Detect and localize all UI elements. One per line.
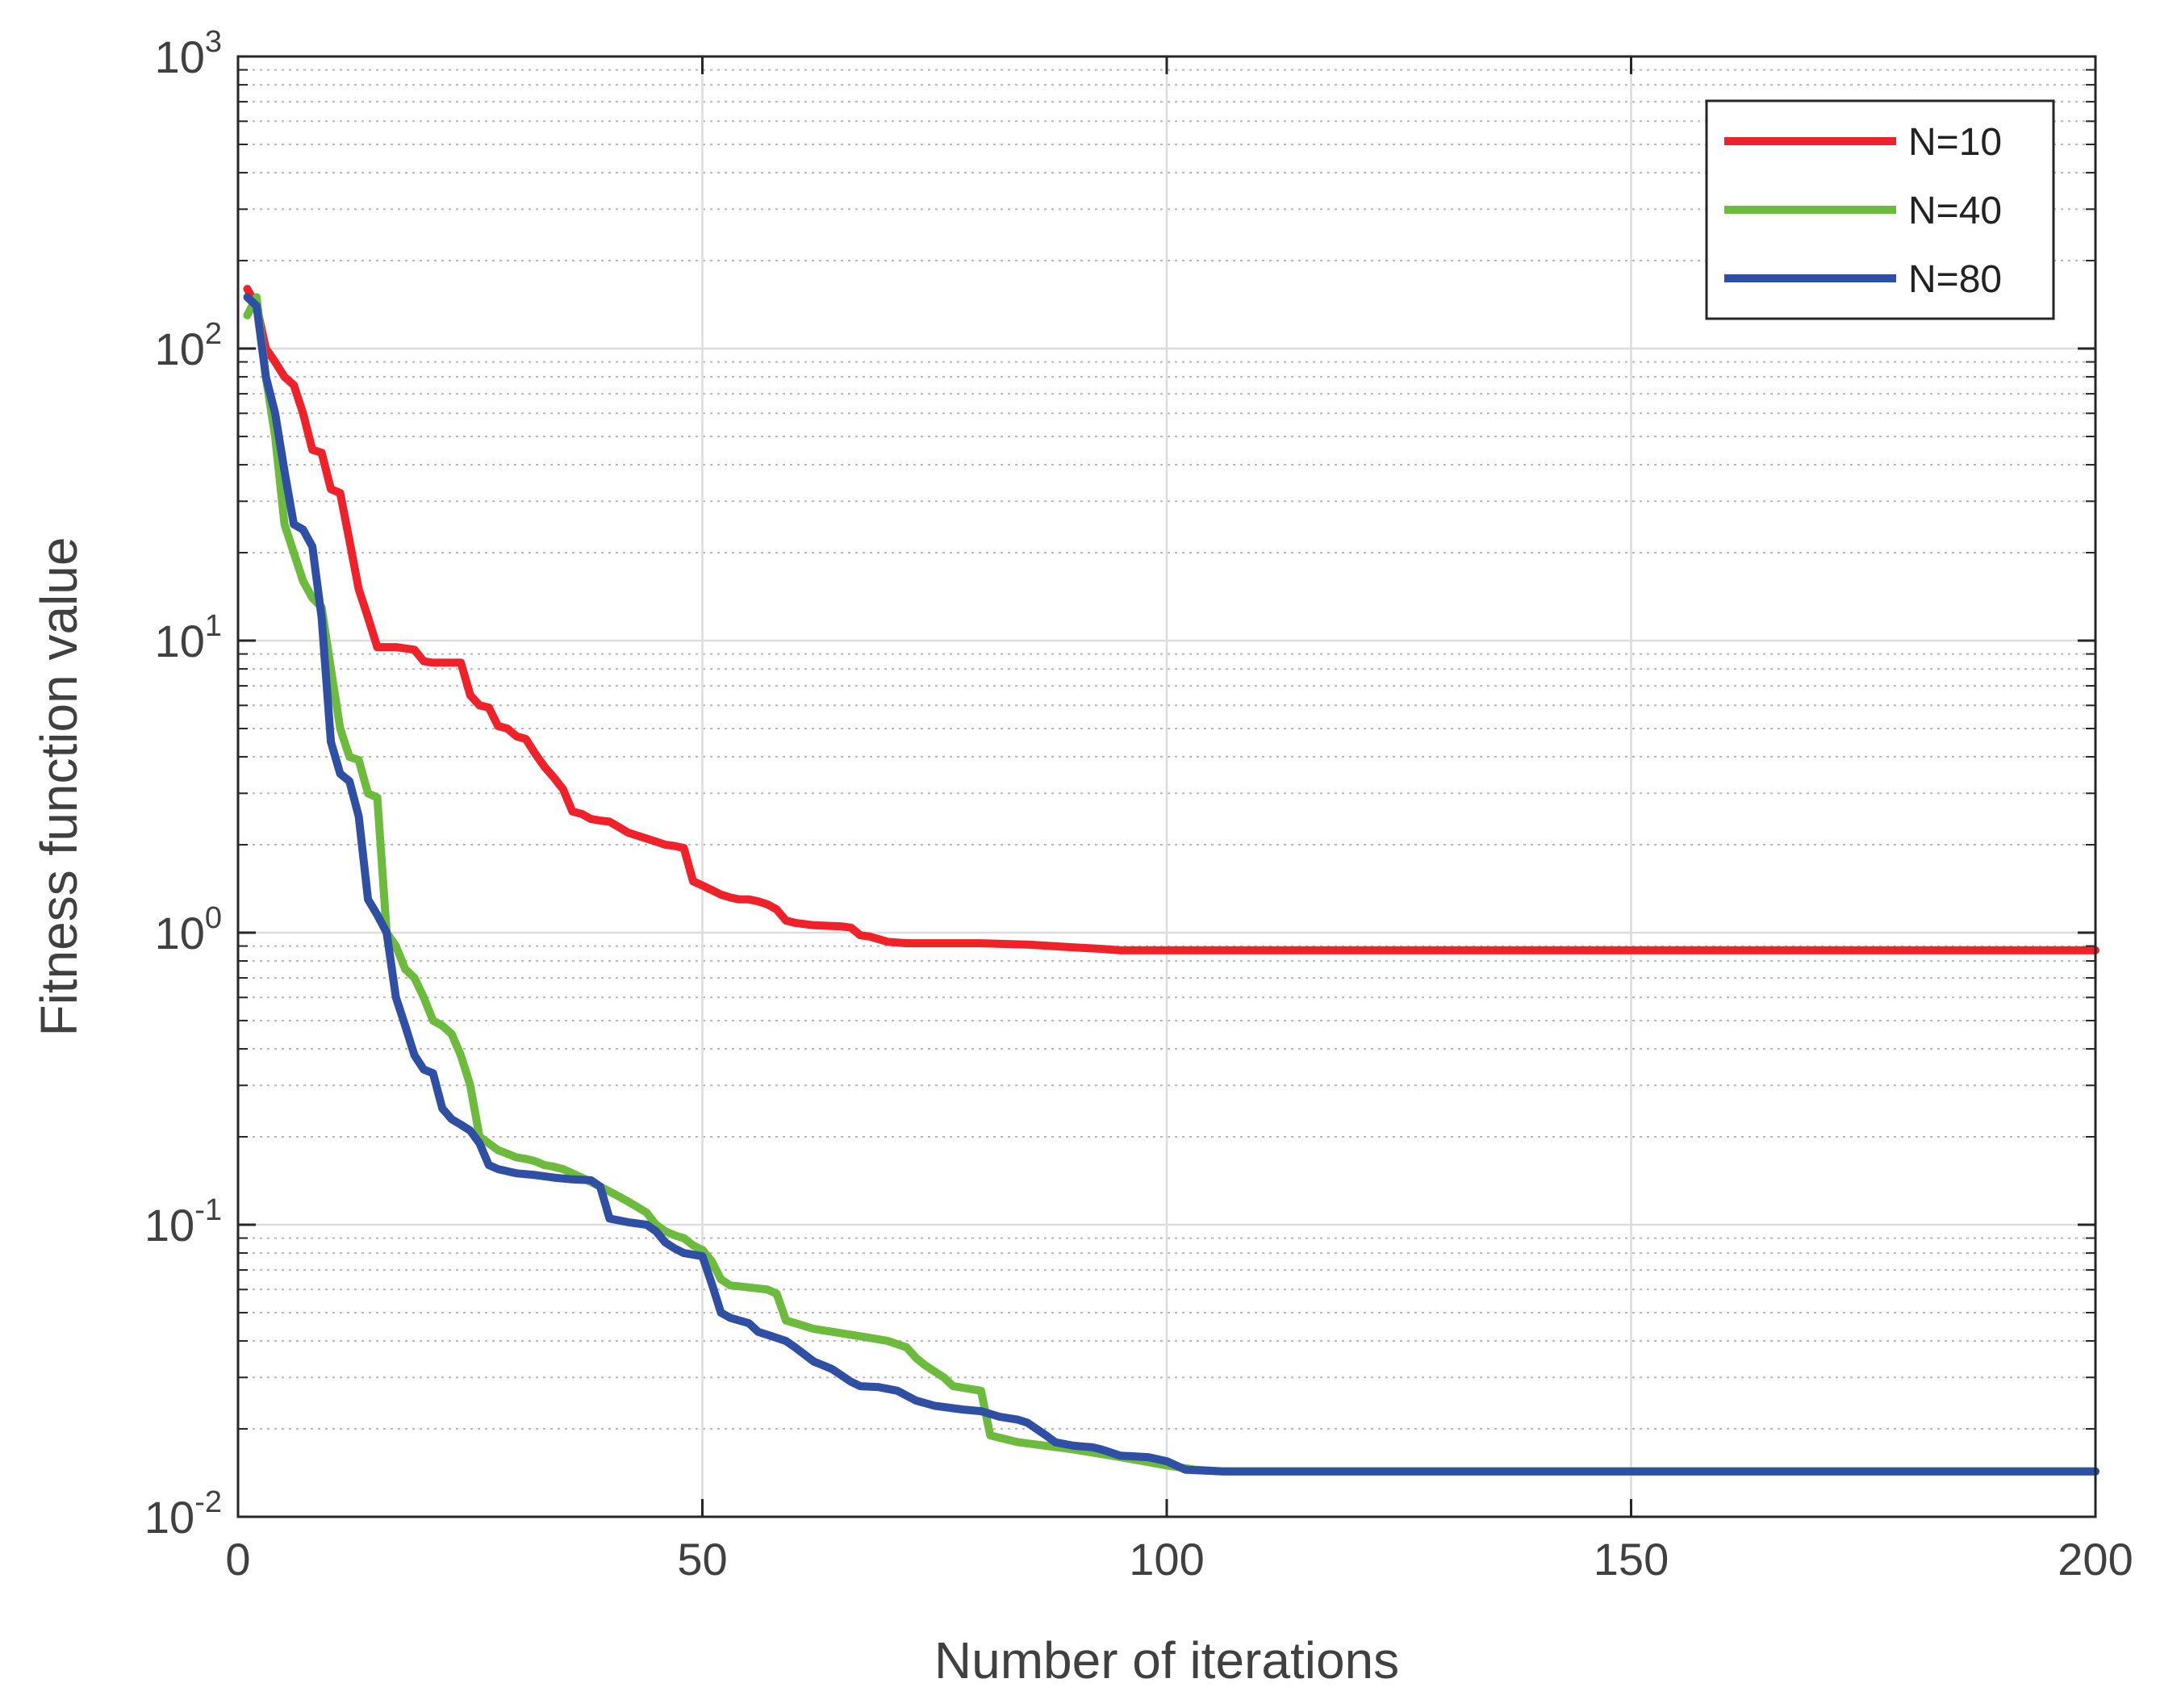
y-tick-label: 103	[155, 25, 222, 82]
y-axis-title: Fitness function value	[30, 537, 88, 1037]
legend-label: N=80	[1908, 258, 2002, 301]
x-tick-labels: 0 50 100 150 200	[225, 1534, 2133, 1585]
x-tick-label: 100	[1129, 1534, 1204, 1585]
y-tick-label: 101	[155, 609, 222, 666]
x-tick-label: 150	[1594, 1534, 1669, 1585]
x-axis-title: Number of iterations	[934, 1631, 1399, 1689]
x-tick-label: 0	[225, 1534, 250, 1585]
series-line-n10	[243, 285, 2099, 954]
y-tick-label: 100	[155, 901, 222, 958]
y-tick-label: 10-2	[144, 1485, 222, 1543]
y-tick-label: 102	[155, 317, 222, 374]
x-tick-label: 200	[2058, 1534, 2133, 1585]
series-layer	[243, 285, 2099, 1476]
x-tick-label: 50	[677, 1534, 727, 1585]
legend-label: N=40	[1908, 190, 2002, 232]
series-line-n80	[243, 293, 2099, 1476]
y-tick-label: 10-1	[144, 1193, 222, 1251]
y-tick-labels: 10-2 10-1 100 101 102 103	[144, 25, 222, 1543]
legend: N=10 N=40 N=80	[1705, 99, 2055, 320]
axis-ticks	[236, 55, 2097, 1518]
legend-label: N=10	[1908, 121, 2002, 164]
